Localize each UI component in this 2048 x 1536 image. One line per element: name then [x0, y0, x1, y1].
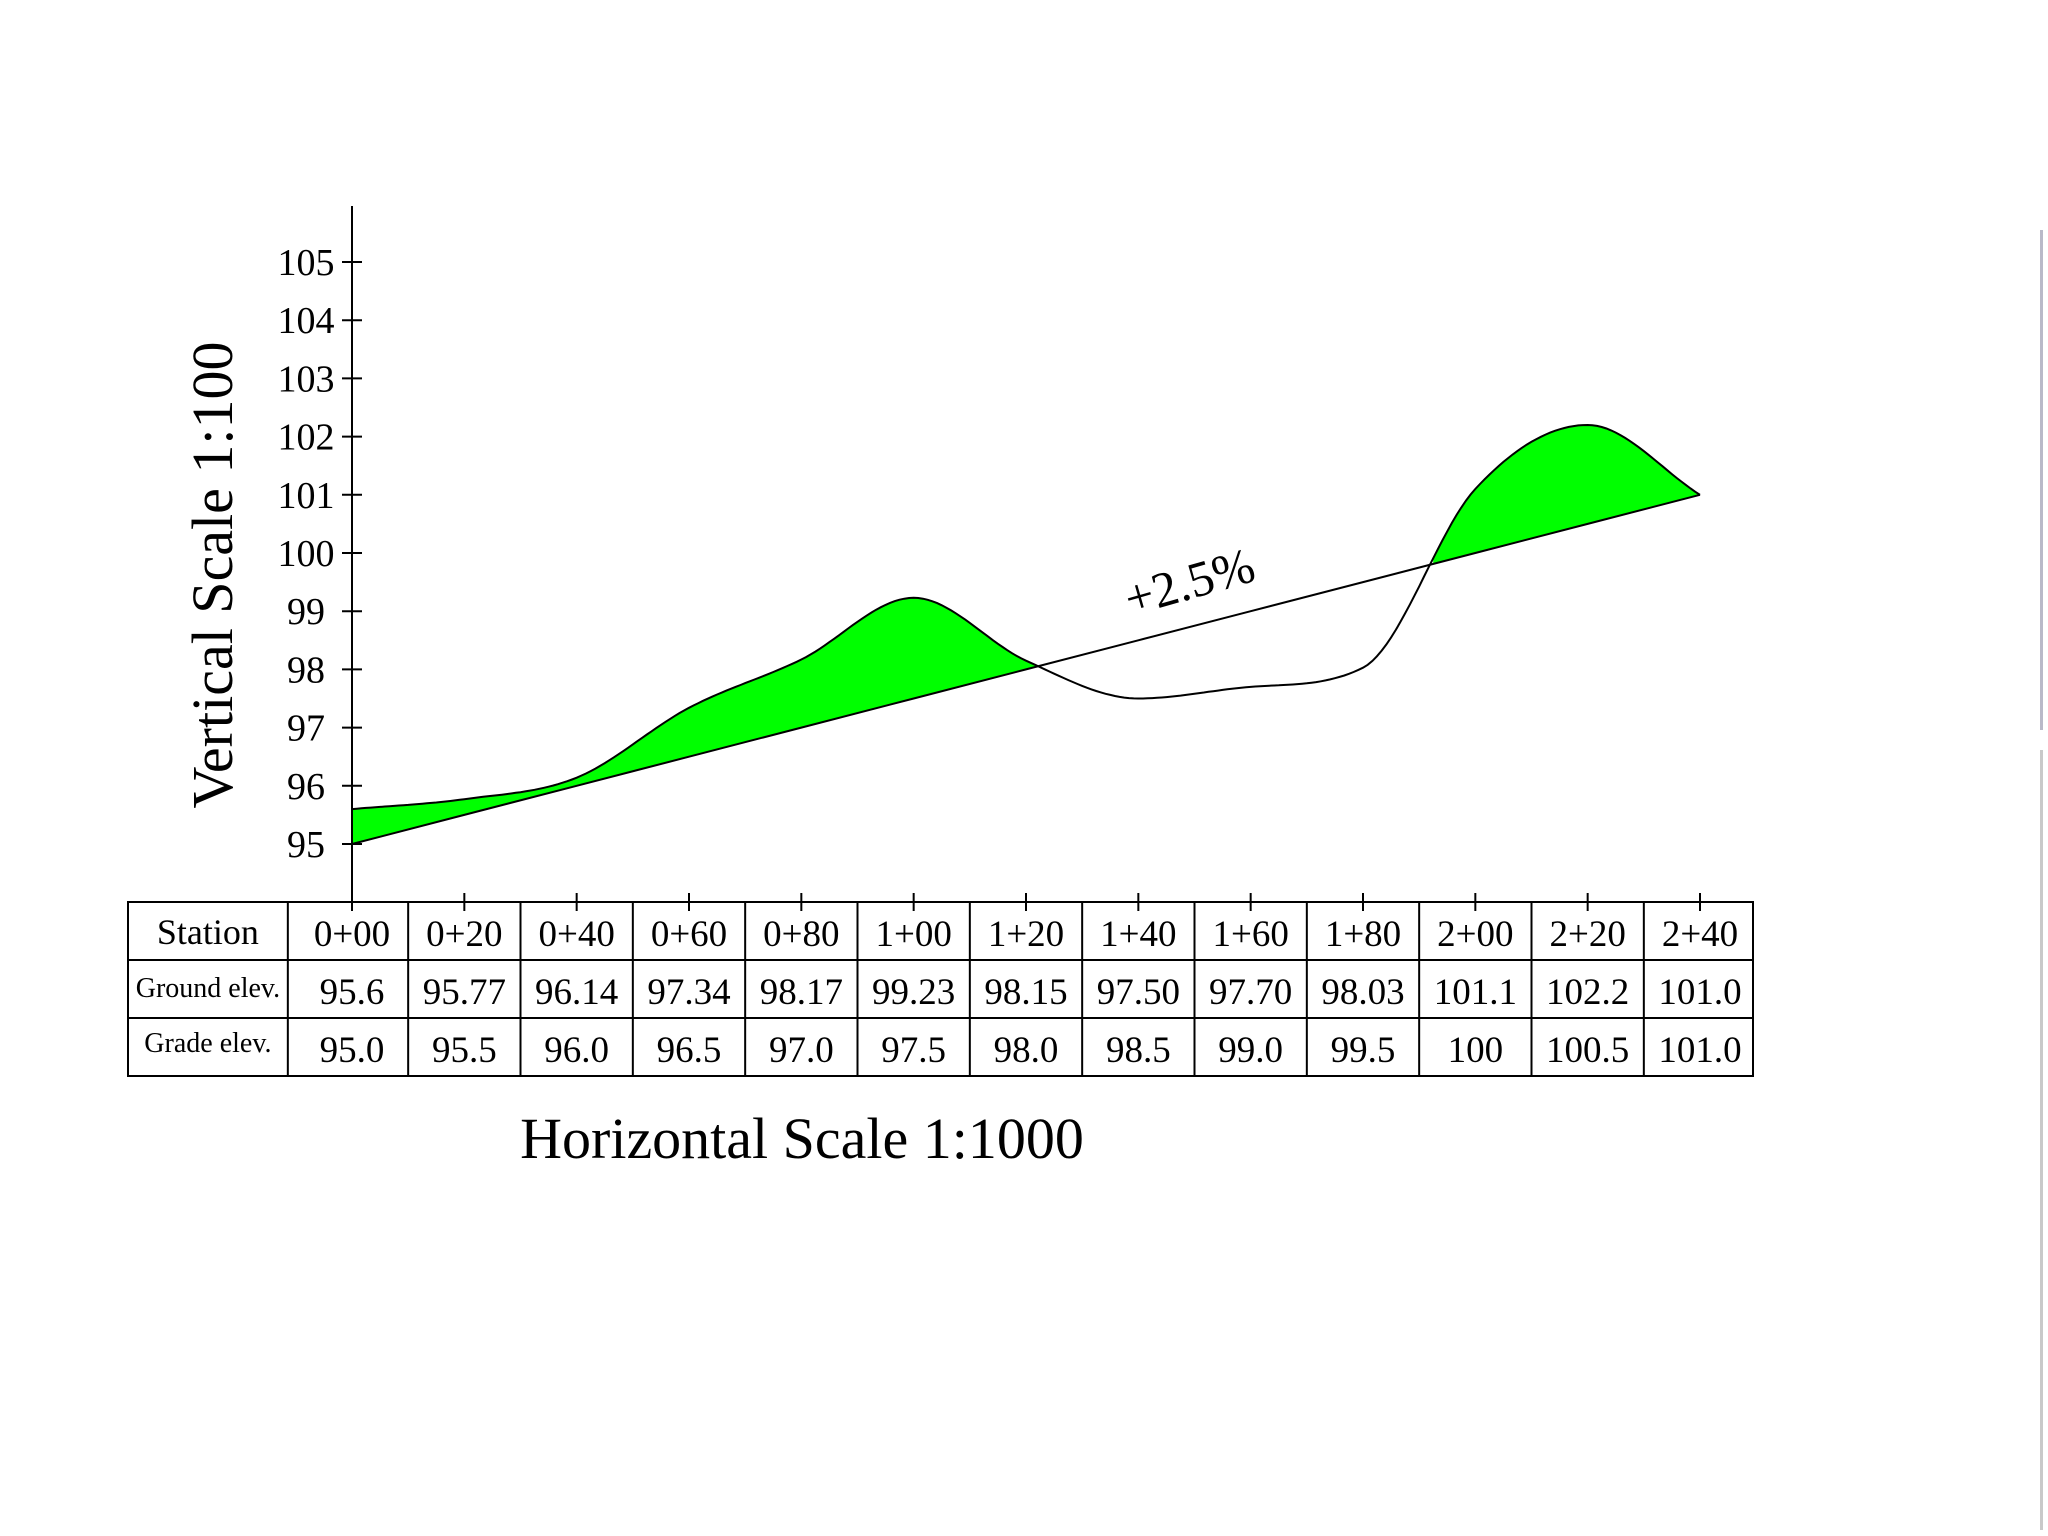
ground-elev-value: 98.17	[760, 972, 843, 1013]
y-tick-label: 105	[278, 242, 335, 284]
y-tick-label: 96	[287, 766, 325, 808]
station-label: 2+20	[1549, 914, 1625, 955]
cut-area	[352, 597, 1036, 844]
station-label: 1+40	[1100, 914, 1176, 955]
grade-elev-value: 97.5	[881, 1030, 946, 1071]
row-header-ground: Ground elev.	[136, 973, 280, 1004]
station-label: 2+00	[1437, 914, 1513, 955]
grade-elev-value: 97.0	[769, 1030, 834, 1071]
row-header-grade: Grade elev.	[144, 1028, 271, 1059]
row-header-station: Station	[157, 912, 259, 952]
grade-elev-value: 98.5	[1106, 1030, 1171, 1071]
ground-elev-value: 102.2	[1546, 972, 1629, 1013]
ground-profile-line	[351, 423, 1701, 811]
y-tick-label: 102	[278, 417, 335, 459]
station-label: 1+00	[875, 914, 951, 955]
y-tick-label: 99	[287, 591, 325, 633]
ground-elev-value: 95.77	[423, 972, 506, 1013]
ground-elev-value: 96.14	[535, 972, 618, 1013]
ground-elev-value: 101.1	[1434, 972, 1517, 1013]
grade-elev-value: 95.5	[432, 1030, 497, 1071]
station-label: 0+80	[763, 914, 839, 955]
station-label: 0+00	[314, 914, 390, 955]
grade-line	[351, 493, 1701, 845]
y-tick-label: 100	[278, 533, 335, 575]
profile-lines	[351, 423, 1701, 845]
grade-elev-value: 96.0	[544, 1030, 609, 1071]
grade-elev-value: 101.0	[1658, 1030, 1741, 1071]
y-tick-label: 103	[278, 358, 335, 400]
grade-elev-value: 96.5	[657, 1030, 722, 1071]
station-label: 1+60	[1212, 914, 1288, 955]
ground-elev-value: 99.23	[872, 972, 955, 1013]
station-label: 0+60	[651, 914, 727, 955]
ground-elev-value: 97.50	[1097, 972, 1180, 1013]
y-tick-label: 101	[278, 475, 335, 517]
station-label: 1+80	[1325, 914, 1401, 955]
station-label: 0+20	[426, 914, 502, 955]
ground-elev-value: 97.70	[1209, 972, 1292, 1013]
ground-elev-value: 98.15	[984, 972, 1067, 1013]
cut-fill-areas	[352, 425, 1700, 844]
grade-elev-value: 99.5	[1331, 1030, 1396, 1071]
station-label: 2+40	[1662, 914, 1738, 955]
station-table: Station Ground elev. Grade elev. 0+00 95.6 95…	[127, 893, 1754, 1077]
y-tick-label: 97	[287, 708, 325, 750]
grade-elev-value: 95.0	[320, 1030, 385, 1071]
x-axis-label: Horizontal Scale 1:1000	[520, 1106, 1084, 1171]
side-edge-marks	[2040, 230, 2043, 1530]
table-border	[127, 901, 1754, 1077]
ground-elev-value: 95.6	[320, 972, 385, 1013]
cut-area	[1433, 425, 1700, 564]
ground-elev-value: 98.03	[1321, 972, 1404, 1013]
y-axis: 95 96 97 98 99 100 101 102 103 104 105	[278, 206, 362, 902]
y-tick-label: 104	[278, 300, 335, 342]
grade-elev-value: 100.5	[1546, 1030, 1629, 1071]
ground-elev-value: 97.34	[647, 972, 730, 1013]
grade-elev-value: 99.0	[1218, 1030, 1283, 1071]
y-tick-label: 95	[287, 824, 325, 866]
station-label: 1+20	[988, 914, 1064, 955]
ground-elev-value: 101.0	[1658, 972, 1741, 1013]
y-tick-label: 98	[287, 649, 325, 691]
grade-elev-value: 100	[1448, 1030, 1504, 1071]
grade-elev-value: 98.0	[994, 1030, 1059, 1071]
station-label: 0+40	[538, 914, 614, 955]
y-axis-label: Vertical Scale 1:100	[180, 341, 245, 808]
